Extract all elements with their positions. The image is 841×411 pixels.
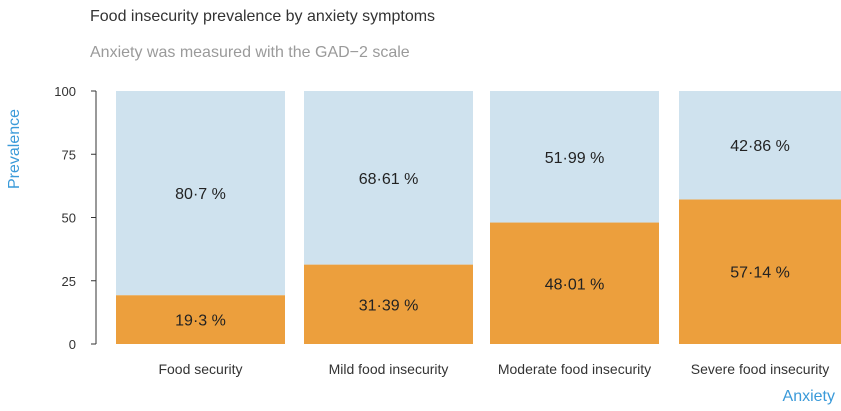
- chart-title: Food insecurity prevalence by anxiety sy…: [90, 8, 436, 25]
- bar-segment: [679, 199, 841, 344]
- bar-segment: [490, 222, 659, 344]
- y-tick-label: 75: [62, 147, 76, 162]
- category-label: Severe food insecurity: [691, 361, 830, 377]
- y-tick-label: 0: [69, 337, 76, 352]
- category-label: Mild food insecurity: [329, 361, 449, 377]
- data-label: 51·99 %: [545, 150, 605, 167]
- data-label: 48·01 %: [545, 276, 605, 293]
- category-label: Moderate food insecurity: [498, 361, 651, 377]
- data-label: 57·14 %: [730, 265, 790, 282]
- data-label: 42·86 %: [730, 138, 790, 155]
- category-label: Food security: [158, 361, 242, 377]
- x-axis-label: Anxiety: [782, 388, 835, 405]
- data-label: 31·39 %: [359, 297, 419, 314]
- bar-segment: [116, 295, 285, 344]
- bar-segment: [304, 264, 473, 344]
- y-tick-label: 100: [54, 84, 76, 99]
- bar-segment: [304, 91, 473, 265]
- chart-subtitle: Anxiety was measured with the GAD−2 scal…: [90, 44, 410, 61]
- data-label: 19·3 %: [175, 313, 226, 330]
- y-tick-label: 50: [62, 211, 76, 226]
- bar-segment: [490, 91, 659, 223]
- data-label: 68·61 %: [359, 171, 419, 188]
- data-label: 80·7 %: [175, 186, 226, 203]
- y-tick-label: 25: [62, 274, 76, 289]
- bar-segment: [679, 91, 841, 200]
- bar-segment: [116, 91, 285, 296]
